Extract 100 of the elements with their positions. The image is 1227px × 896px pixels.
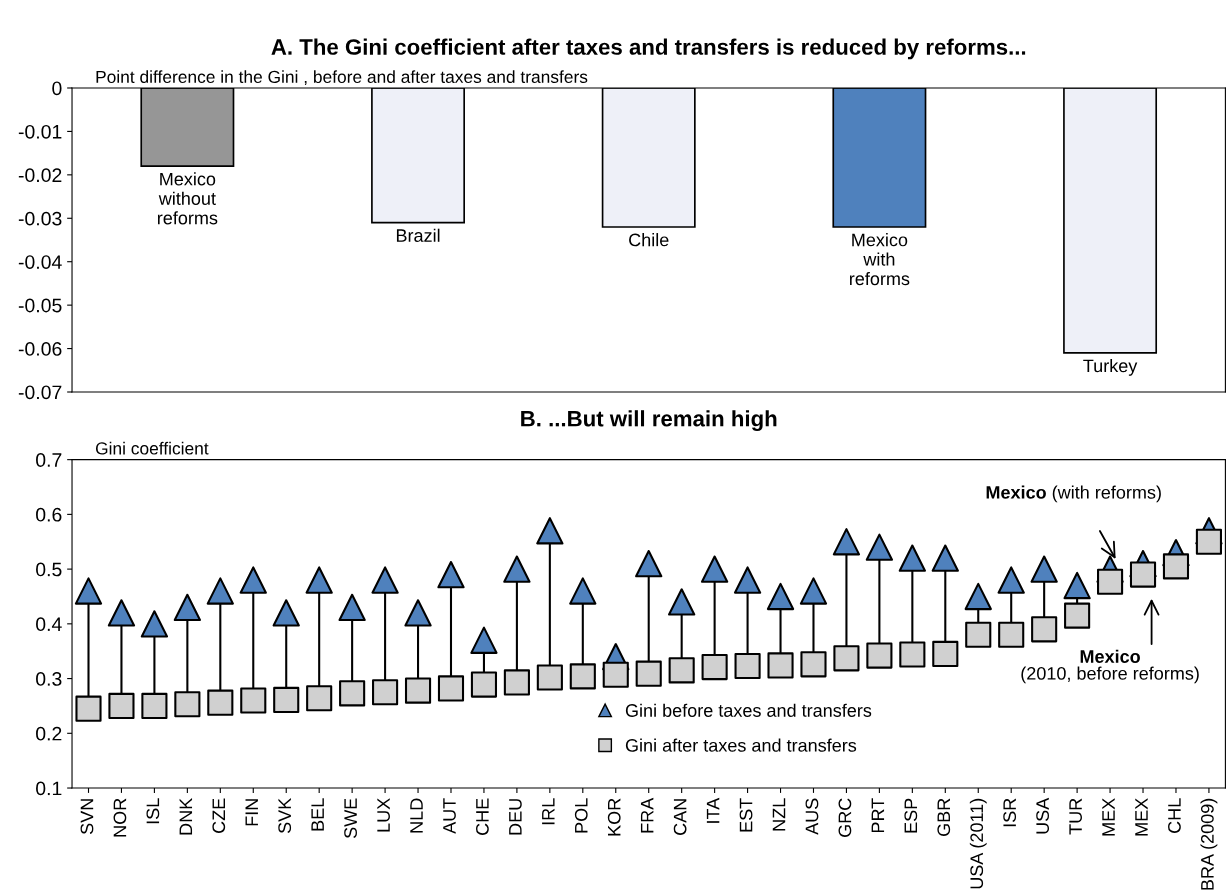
y-tick-label: 0.7 — [36, 453, 62, 467]
point — [437, 675, 465, 702]
chart-title: B. ...But will remain high — [521, 410, 777, 432]
point — [766, 582, 795, 611]
x-tick-label: AUS — [805, 798, 819, 835]
point — [74, 577, 103, 605]
point — [174, 691, 201, 718]
point — [998, 621, 1025, 648]
point — [1162, 553, 1190, 580]
point — [898, 544, 926, 572]
point — [107, 599, 136, 627]
category-label: Mexico without reforms — [157, 172, 218, 225]
y-tick-label: -0.05 — [18, 298, 62, 313]
point — [932, 640, 959, 668]
point — [503, 669, 530, 696]
chart-title: A. The Gini coefficient after taxes and transfers is reduced by reforms... — [271, 38, 1026, 60]
point — [108, 692, 135, 719]
legend-label: Gini before taxes and transfers — [625, 703, 872, 717]
point — [931, 544, 959, 572]
x-tick-label: KOR — [607, 798, 621, 836]
x-tick-label: ESP — [904, 798, 918, 833]
x-tick-label: PRT — [871, 798, 885, 833]
point — [339, 680, 366, 707]
point — [865, 533, 894, 561]
y-tick-label: -0.03 — [18, 211, 62, 226]
point — [964, 582, 992, 611]
x-tick-label: DNK — [179, 797, 193, 835]
x-tick-label: USA (2011) — [969, 798, 987, 889]
point — [832, 528, 861, 556]
x-tick-label: GRC — [838, 798, 852, 837]
x-tick-label: FIN — [245, 799, 258, 826]
point — [668, 588, 696, 616]
x-tick-label: NZL — [772, 798, 786, 831]
legend-label: Gini after taxes and transfers — [625, 738, 857, 752]
point — [965, 621, 992, 648]
point — [799, 577, 828, 605]
point — [569, 663, 596, 690]
x-tick-label: USA — [1036, 797, 1050, 834]
x-tick-label: MEX — [1135, 798, 1148, 836]
category-label: Brazil — [396, 228, 440, 242]
point — [371, 566, 399, 594]
point — [536, 517, 564, 545]
point — [536, 664, 563, 691]
point — [733, 566, 762, 594]
point — [305, 566, 333, 594]
point — [372, 679, 399, 706]
point — [1063, 571, 1091, 600]
point — [635, 660, 662, 687]
point — [437, 560, 465, 589]
point — [997, 566, 1025, 594]
y-tick-label: 0.4 — [36, 617, 62, 632]
point — [306, 685, 333, 712]
x-tick-label: SWE — [344, 798, 357, 839]
point — [767, 652, 794, 679]
category-label: Turkey — [1083, 358, 1138, 376]
point — [833, 645, 860, 672]
y-axis-title: Gini coefficient — [95, 441, 209, 455]
x-tick-label: SVK — [278, 797, 292, 834]
x-tick-label: BEL — [311, 798, 324, 831]
category-label: Mexico with reforms — [850, 233, 910, 286]
point — [404, 599, 432, 627]
x-tick-label: TUR — [1069, 798, 1082, 835]
annotation: Mexico (2010, before reforms) — [1021, 649, 1199, 684]
point — [470, 671, 498, 698]
point — [635, 549, 663, 578]
y-tick-label: 0.2 — [36, 726, 62, 741]
point — [700, 555, 729, 583]
y-tick-label: -0.02 — [18, 168, 62, 183]
y-tick-label: -0.07 — [18, 385, 62, 400]
point — [569, 577, 597, 605]
point — [140, 610, 169, 638]
point — [273, 686, 300, 713]
x-tick-label: ISL — [146, 798, 160, 824]
point — [668, 657, 695, 684]
x-tick-label: ISR — [1003, 798, 1017, 827]
y-tick-label: 0 — [52, 81, 62, 96]
point — [866, 642, 893, 669]
x-tick-label: ITA — [706, 797, 720, 823]
point — [75, 695, 102, 722]
x-tick-label: GBR — [937, 798, 951, 836]
x-tick-label: FRA — [640, 797, 654, 833]
point — [899, 641, 926, 668]
point — [701, 654, 728, 681]
x-tick-label: LUX — [377, 798, 390, 832]
x-tick-label: DEU — [509, 799, 522, 835]
point — [1031, 616, 1058, 643]
y-tick-label: 0.6 — [36, 507, 62, 522]
x-tick-label: NOR — [113, 798, 127, 837]
point — [272, 599, 300, 627]
point — [1030, 555, 1058, 583]
x-tick-label: NLD — [410, 798, 423, 833]
point — [206, 577, 234, 605]
point — [240, 687, 267, 714]
y-axis-title: Point difference in the Gini , before and after taxes and transfers — [96, 70, 588, 86]
point — [1064, 602, 1091, 629]
x-tick-label: CZE — [212, 798, 226, 833]
category-label: Chile — [629, 233, 669, 247]
x-tick-label: EST — [739, 798, 753, 832]
point — [404, 677, 432, 704]
point — [734, 652, 761, 680]
